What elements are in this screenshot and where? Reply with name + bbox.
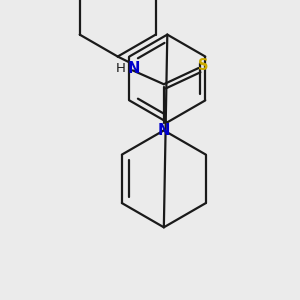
Text: S: S: [198, 58, 208, 73]
Text: N: N: [158, 123, 170, 138]
Text: H: H: [116, 61, 126, 75]
Text: N: N: [128, 61, 140, 76]
